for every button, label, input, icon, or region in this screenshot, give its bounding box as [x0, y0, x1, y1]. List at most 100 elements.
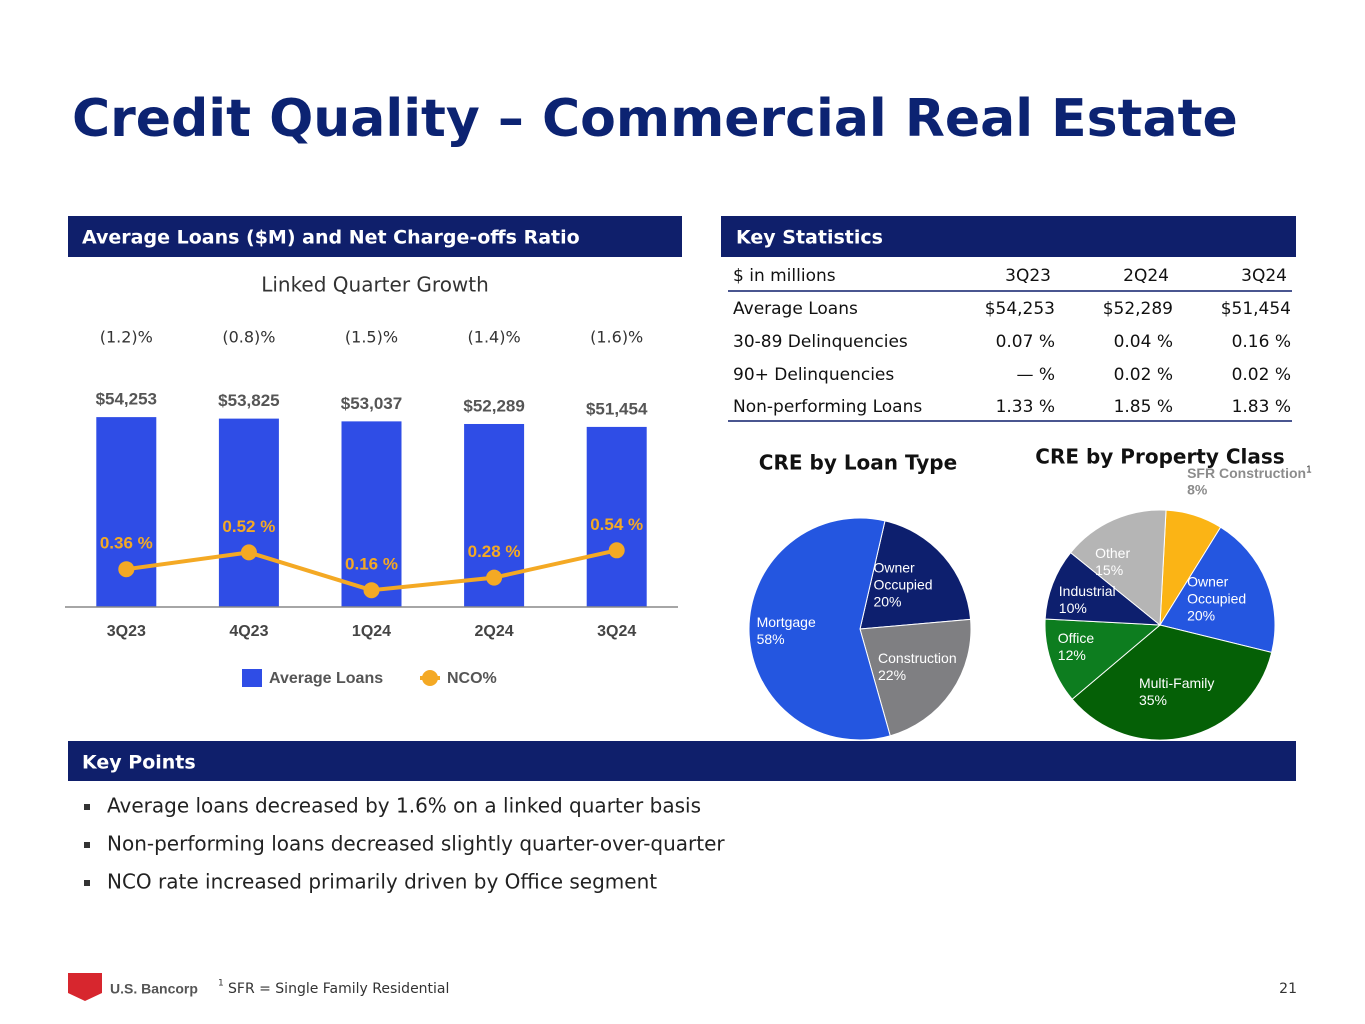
pie-category-label: Other — [1095, 544, 1131, 561]
panel-title: Average Loans ($M) and Net Charge-offs R… — [82, 227, 580, 249]
nco-value-label: 0.36 % — [100, 534, 153, 553]
x-tick-label: 3Q23 — [107, 623, 146, 640]
nco-point — [118, 561, 135, 578]
bar — [341, 421, 402, 607]
pie-slice — [1069, 509, 1167, 627]
pie-value-label: 12% — [1057, 647, 1086, 663]
pie-label: Owner Occupied 20% — [873, 560, 965, 611]
pie-category-label: Office — [1057, 630, 1095, 646]
table-cell: 30-89 Delinquencies — [733, 332, 908, 352]
pie-title: CRE by Property Class — [1035, 445, 1284, 469]
table-cell: 0.02 % — [1114, 365, 1173, 385]
pie-slice — [1071, 624, 1273, 741]
pie-slice — [1159, 526, 1276, 654]
nco-point — [608, 542, 625, 559]
table-cell: 0.16 % — [1232, 332, 1291, 352]
pie-category-label: Mortgage — [756, 613, 816, 630]
growth-label: (1.2)% — [100, 328, 153, 347]
pie-slice — [859, 520, 972, 630]
pie-category-label: SFR Construction — [1187, 464, 1307, 481]
growth-label: (1.6)% — [590, 328, 643, 347]
pie-category-label: Construction — [878, 649, 957, 666]
bar-value-label: $51,454 — [586, 399, 648, 418]
legend-swatch — [422, 670, 438, 686]
table-cell: 1.83 % — [1232, 397, 1291, 417]
growth-label: (0.8)% — [222, 328, 275, 347]
growth-label: (1.4)% — [468, 328, 521, 347]
table-cell: — % — [1016, 365, 1055, 385]
table-header-cell: $ in millions — [733, 266, 836, 286]
footnote: SFR = Single Family Residential — [228, 981, 449, 997]
panel-header — [68, 741, 1296, 781]
pie-value-label: 20% — [873, 593, 902, 610]
table-cell: Average Loans — [733, 299, 858, 319]
panel-header — [68, 216, 682, 257]
pie-value-label: 20% — [1187, 607, 1216, 624]
bar-value-label: $54,253 — [96, 390, 157, 409]
pie-value-label: 15% — [1095, 561, 1124, 578]
key-point: NCO rate increased primarily driven by O… — [107, 870, 657, 894]
x-tick-label: 2Q24 — [475, 623, 514, 640]
panel-header — [721, 216, 1296, 257]
pie-value-label: 58% — [756, 630, 785, 647]
nco-value-label: 0.28 % — [468, 542, 521, 561]
page-number: 21 — [1279, 981, 1297, 997]
nco-point — [486, 569, 503, 586]
table-header-cell: 3Q23 — [1005, 266, 1051, 286]
logo-text: U.S. Bancorp — [110, 981, 198, 997]
bar-value-label: $53,825 — [218, 391, 279, 410]
x-tick-label: 3Q24 — [597, 623, 636, 640]
panel-title: Key Points — [82, 752, 196, 774]
x-tick-label: 4Q23 — [229, 623, 268, 640]
nco-point — [363, 582, 380, 599]
legend-swatch — [242, 669, 262, 687]
nco-value-label: 0.52 % — [222, 517, 275, 536]
nco-value-label: 0.16 % — [345, 555, 398, 574]
legend-label: Average Loans — [269, 670, 383, 687]
bar-value-label: $52,289 — [463, 396, 524, 415]
table-cell: 0.02 % — [1232, 365, 1291, 385]
pie-category-label: Owner Occupied — [873, 559, 933, 593]
table-cell: 90+ Delinquencies — [733, 365, 894, 385]
table-cell: $52,289 — [1103, 299, 1173, 319]
pie-category-label: Multi-Family — [1138, 675, 1215, 692]
footnote-marker: 1 — [1306, 464, 1312, 476]
pie-label: Office 12% — [1058, 630, 1150, 664]
pie-label: Other 15% — [1095, 545, 1187, 579]
slide-title: Credit Quality – Commercial Real Estate — [72, 89, 1238, 149]
bar — [218, 418, 279, 607]
key-point: Non-performing loans decreased slightly … — [107, 832, 725, 856]
table-cell: $54,253 — [985, 299, 1055, 319]
pie-category-label: Industrial — [1058, 583, 1116, 600]
bar-value-label: $53,037 — [341, 394, 402, 413]
key-point: Average loans decreased by 1.6% on a lin… — [107, 794, 701, 818]
logo-mark — [68, 973, 102, 1001]
pie-label: SFR Construction1 8% — [1187, 461, 1312, 499]
pie-slice — [1044, 551, 1162, 626]
footnote-marker: 1 — [218, 979, 224, 989]
pie-label: Construction 22% — [878, 650, 970, 684]
pie-label: Mortgage 58% — [757, 614, 849, 648]
panel-title: Key Statistics — [736, 227, 883, 249]
table-header-cell: 3Q24 — [1241, 266, 1287, 286]
pie-value-label: 35% — [1138, 692, 1167, 709]
pie-slice — [1044, 618, 1162, 700]
table-header-cell: 2Q24 — [1123, 266, 1169, 286]
bullet — [84, 880, 90, 886]
pie-slice — [859, 618, 972, 737]
legend-label: NCO% — [447, 670, 497, 687]
pie-label: Industrial 10% — [1059, 583, 1151, 617]
pie-label: Owner Occupied 20% — [1187, 573, 1279, 624]
bullet — [84, 842, 90, 848]
pie-value-label: 22% — [878, 666, 907, 683]
pie-label: Multi-Family 35% — [1139, 675, 1231, 709]
x-tick-label: 1Q24 — [352, 623, 391, 640]
table-cell: Non-performing Loans — [733, 397, 922, 417]
nco-value-label: 0.54 % — [590, 515, 643, 534]
pie-category-label: Owner Occupied — [1187, 573, 1247, 607]
pie-slice — [748, 517, 891, 741]
table-cell: 0.04 % — [1114, 332, 1173, 352]
pie-title: CRE by Loan Type — [759, 451, 957, 475]
